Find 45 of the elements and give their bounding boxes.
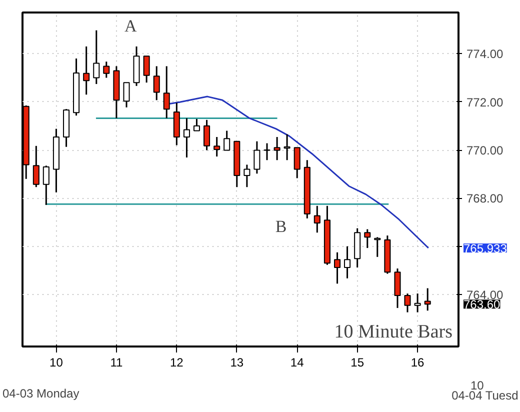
annotation: A xyxy=(124,16,138,36)
candlestick xyxy=(214,136,220,158)
candlestick xyxy=(183,117,190,158)
x-tick-label: 15 xyxy=(350,356,364,370)
candlestick xyxy=(93,30,100,85)
candlestick xyxy=(374,236,381,258)
candlestick xyxy=(414,292,421,314)
candlestick xyxy=(394,268,401,309)
candlestick xyxy=(334,252,341,284)
candlestick xyxy=(83,46,90,96)
text: 765.933 xyxy=(464,242,508,256)
candlestick xyxy=(42,164,50,206)
candlestick xyxy=(224,130,230,151)
candlestick xyxy=(143,55,150,84)
candlestick xyxy=(123,82,130,108)
x-tick-label: 13 xyxy=(230,356,244,370)
candlestick xyxy=(364,228,371,249)
y-tick-label: 768.00 xyxy=(466,192,504,206)
candlestick xyxy=(193,118,200,132)
candlestick xyxy=(254,140,260,174)
candlestick xyxy=(153,65,160,101)
y-tick-label: 774.00 xyxy=(466,47,504,62)
text: 763.60 xyxy=(464,298,501,312)
x-tick-label: 12 xyxy=(170,356,184,370)
annotation: B xyxy=(275,216,287,236)
candlestick xyxy=(314,205,320,234)
text: 10 Minute Bars xyxy=(334,322,453,342)
candlestick xyxy=(284,134,290,161)
candlestick xyxy=(274,136,280,161)
candlestick xyxy=(103,60,110,79)
y-tick-label: 770.00 xyxy=(466,144,504,158)
candlestick xyxy=(163,65,170,119)
candlestick xyxy=(32,145,40,188)
x-tick-label: 11 xyxy=(110,356,123,370)
candlestick xyxy=(344,246,351,280)
x-tick-label: 14 xyxy=(290,356,304,370)
x-tick-label: 16 xyxy=(410,356,425,370)
candlestick xyxy=(424,287,431,312)
y-tick-label: 772.00 xyxy=(466,95,504,110)
text: 04-03 Monday xyxy=(2,386,80,400)
candlestick xyxy=(294,146,300,179)
candlestick xyxy=(204,119,210,151)
candlestick xyxy=(244,164,250,188)
x-tick-label: 10 xyxy=(50,356,64,370)
candlestick xyxy=(404,292,411,314)
